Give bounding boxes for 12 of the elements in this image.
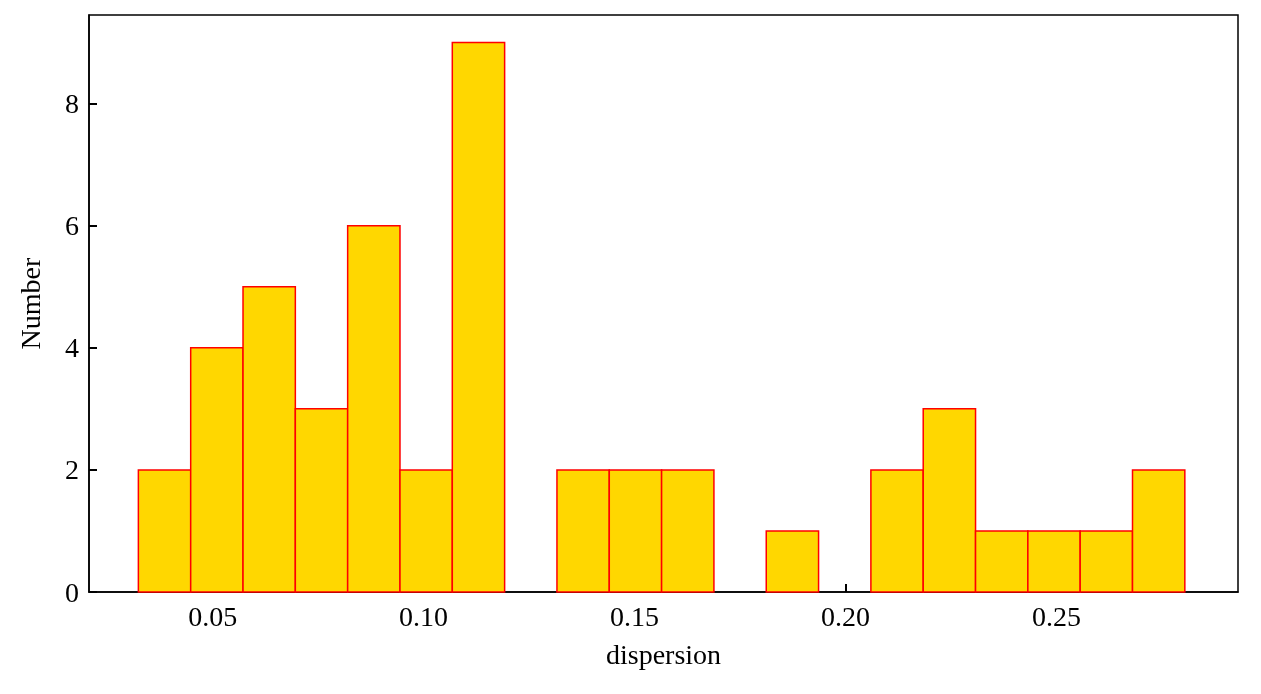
x-tick-label: 0.15	[610, 600, 660, 632]
y-axis-title: Number	[14, 256, 46, 350]
y-tick-label: 8	[65, 88, 79, 120]
y-tick-label: 6	[65, 210, 79, 242]
x-tick-label: 0.05	[188, 600, 238, 632]
y-tick-label: 2	[65, 454, 79, 486]
y-tick-label: 4	[65, 332, 79, 364]
x-tick-label: 0.20	[821, 600, 871, 632]
x-axis-title: dispersion	[605, 638, 722, 670]
x-tick-label: 0.10	[399, 600, 449, 632]
x-tick-label: 0.25	[1032, 600, 1082, 632]
y-tick-label: 0	[65, 576, 79, 608]
